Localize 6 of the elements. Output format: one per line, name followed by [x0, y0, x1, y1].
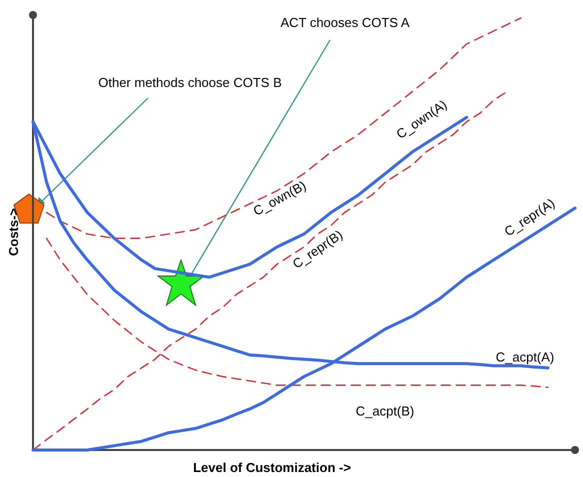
series-label: C_acpt(B)	[356, 404, 414, 419]
y-axis-title: Costs->	[6, 208, 21, 256]
x-axis-title: Level of Customization ->	[193, 460, 352, 475]
annotation: Other methods choose COTS B	[98, 75, 282, 90]
series-label: C_acpt(A)	[496, 350, 554, 365]
annotation: ACT chooses COTS A	[280, 15, 410, 30]
